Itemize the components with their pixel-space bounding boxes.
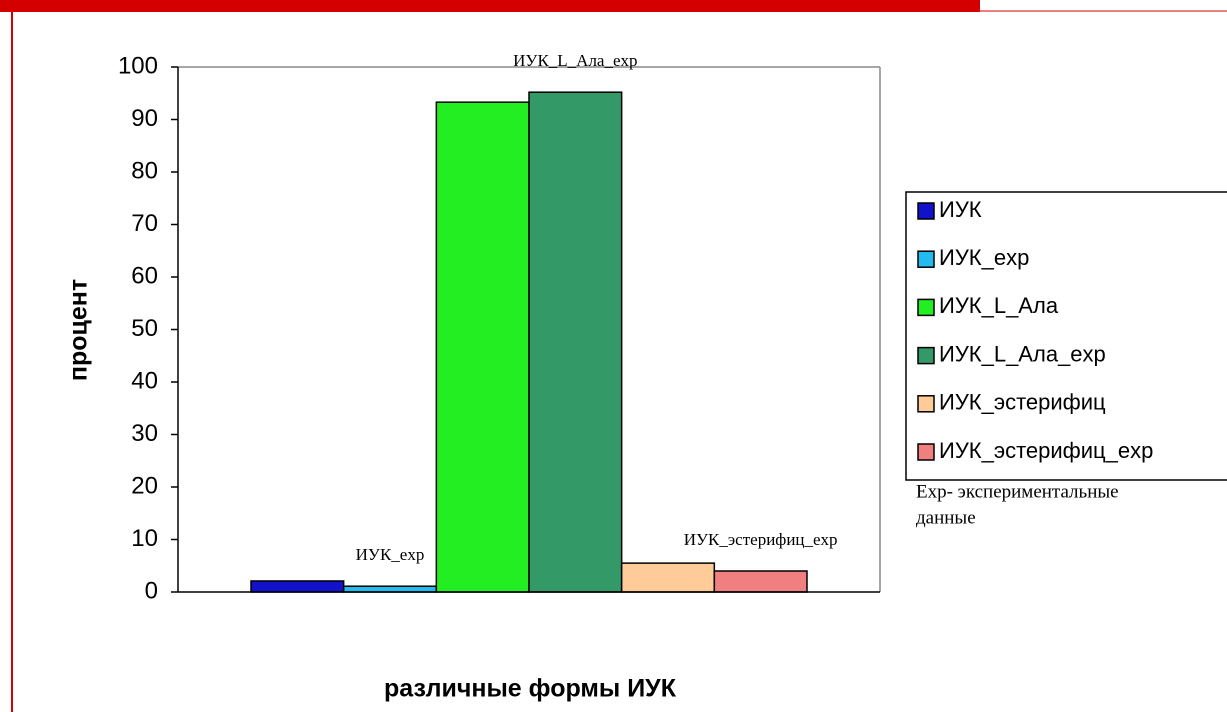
note: Exp- экспериментальные bbox=[916, 481, 1119, 502]
legend-label: ИУК_эстерифиц_exp bbox=[939, 438, 1153, 463]
y-axis-label: процент bbox=[65, 279, 93, 381]
y-tick-label: 30 bbox=[131, 420, 158, 447]
legend-swatch bbox=[917, 202, 935, 220]
note: данные bbox=[916, 507, 976, 528]
y-tick-label: 40 bbox=[131, 367, 158, 394]
legend-swatch bbox=[917, 298, 935, 317]
legend-box bbox=[905, 191, 1227, 481]
y-tick-label: 80 bbox=[131, 157, 158, 184]
legend-label: ИУК_L_Ала bbox=[939, 293, 1059, 318]
y-tick-label: 50 bbox=[131, 315, 158, 342]
annotation: ИУК_L_Ала_exp bbox=[513, 51, 637, 70]
bar bbox=[528, 91, 623, 593]
y-tick-label: 100 bbox=[118, 52, 158, 79]
legend-label: ИУК_exp bbox=[939, 245, 1029, 270]
y-tick-label: 90 bbox=[131, 105, 158, 132]
legend-label: ИУК bbox=[939, 197, 982, 222]
legend-swatch bbox=[917, 395, 935, 413]
bar bbox=[620, 562, 716, 593]
legend-swatch bbox=[917, 346, 935, 365]
annotation: ИУК_эстерифиц_exp bbox=[684, 530, 838, 549]
annotation: ИУК_exp bbox=[356, 545, 425, 564]
legend-swatch bbox=[917, 443, 935, 461]
legend-label: ИУК_L_Ала_exp bbox=[939, 341, 1106, 366]
legend-swatch bbox=[917, 250, 935, 268]
bar bbox=[342, 585, 438, 593]
bar bbox=[713, 570, 808, 593]
x-axis-label: различные формы ИУК bbox=[384, 675, 677, 703]
top-bar bbox=[0, 0, 980, 12]
bar bbox=[250, 580, 345, 593]
legend-label: ИУК_эстерифиц bbox=[939, 390, 1106, 415]
y-tick-label: 70 bbox=[131, 210, 158, 237]
y-tick-label: 60 bbox=[131, 262, 158, 289]
y-tick-label: 0 bbox=[145, 577, 158, 604]
y-tick-label: 10 bbox=[131, 525, 158, 552]
y-tick-label: 20 bbox=[131, 472, 158, 499]
bar bbox=[435, 101, 530, 593]
